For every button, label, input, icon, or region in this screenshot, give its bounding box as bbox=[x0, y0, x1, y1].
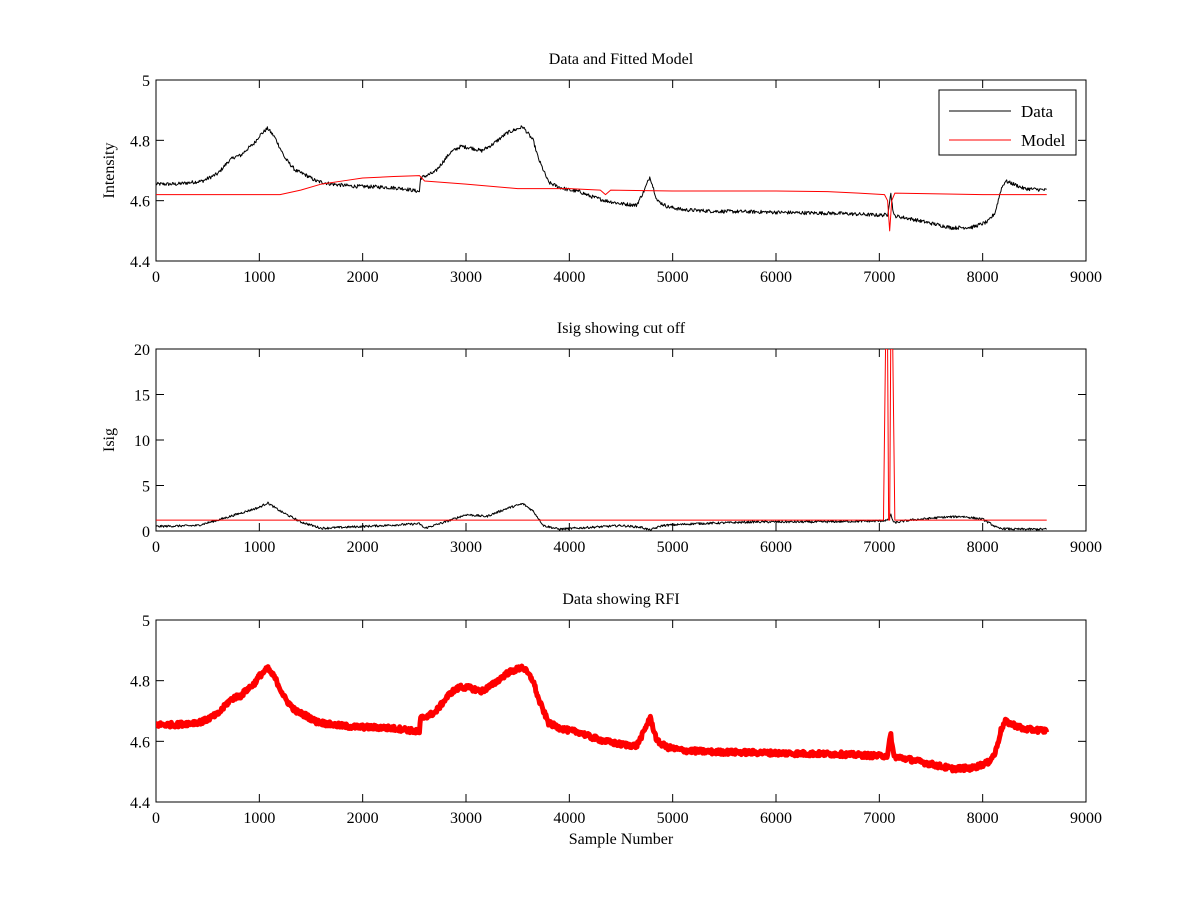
y-tick-label: 5 bbox=[142, 479, 150, 496]
x-tick-label: 5000 bbox=[657, 539, 689, 556]
chart-title: Isig showing cut off bbox=[557, 320, 686, 337]
y-tick-label: 4.4 bbox=[130, 254, 150, 271]
y-axis-label: Isig bbox=[101, 428, 118, 452]
legend-label-data: Data bbox=[1021, 102, 1054, 121]
x-tick-label: 0 bbox=[152, 269, 160, 286]
series-line-data bbox=[156, 125, 1047, 231]
legend-label-model: Model bbox=[1021, 131, 1066, 150]
y-tick-label: 20 bbox=[134, 342, 150, 359]
x-tick-label: 8000 bbox=[967, 269, 999, 286]
x-tick-label: 8000 bbox=[967, 539, 999, 556]
x-tick-label: 1000 bbox=[243, 269, 275, 286]
chart-title: Data showing RFI bbox=[562, 591, 679, 608]
y-tick-label: 4.8 bbox=[130, 133, 150, 150]
x-tick-label: 0 bbox=[152, 810, 160, 827]
y-tick-label: 4.8 bbox=[130, 674, 150, 691]
x-tick-label: 8000 bbox=[967, 810, 999, 827]
legend-box bbox=[938, 89, 1077, 156]
series-group bbox=[156, 349, 1047, 531]
x-tick-label: 7000 bbox=[863, 810, 895, 827]
x-tick-label: 2000 bbox=[347, 269, 379, 286]
x-tick-label: 9000 bbox=[1070, 539, 1102, 556]
chart-isig-showing-cut-off: Isig showing cut off Isig 0 1000 2000 3000 4… bbox=[101, 320, 1102, 556]
x-tick-label: 6000 bbox=[760, 539, 792, 556]
y-axis-label: Intensity bbox=[101, 143, 118, 199]
x-tick-label: 5000 bbox=[657, 810, 689, 827]
x-tick-label: 5000 bbox=[657, 269, 689, 286]
x-tick-label: 6000 bbox=[760, 810, 792, 827]
x-tick-label: 2000 bbox=[347, 539, 379, 556]
x-tick-label: 3000 bbox=[450, 269, 482, 286]
x-tick-label: 1000 bbox=[243, 810, 275, 827]
x-tick-label: 6000 bbox=[760, 269, 792, 286]
series-line-data bbox=[156, 663, 1050, 774]
x-tick-label: 4000 bbox=[553, 269, 585, 286]
y-tick-label: 5 bbox=[142, 73, 150, 90]
y-tick-label: 15 bbox=[134, 388, 150, 405]
x-tick-label: 9000 bbox=[1070, 269, 1102, 286]
series-group bbox=[156, 125, 1047, 232]
chart-title: Data and Fitted Model bbox=[549, 51, 694, 68]
legend: Data Model bbox=[938, 89, 1077, 156]
y-tick-label: 4.6 bbox=[130, 734, 150, 751]
y-tick-label: 4.4 bbox=[130, 795, 150, 812]
x-axis-label: Sample Number bbox=[569, 831, 674, 848]
x-tick-label: 4000 bbox=[553, 539, 585, 556]
series-group bbox=[156, 663, 1050, 774]
x-tick-label: 4000 bbox=[553, 810, 585, 827]
chart-data-showing-rfi: Data showing RFI Sample Number 0 1000 2000… bbox=[130, 591, 1102, 848]
x-tick-label: 9000 bbox=[1070, 810, 1102, 827]
x-tick-label: 0 bbox=[152, 539, 160, 556]
x-tick-label: 3000 bbox=[450, 810, 482, 827]
x-tick-label: 2000 bbox=[347, 810, 379, 827]
series-line-cutoff bbox=[156, 349, 1047, 521]
axes-frame bbox=[155, 619, 1087, 803]
series-line-isig bbox=[156, 501, 1047, 531]
x-tick-label: 7000 bbox=[863, 269, 895, 286]
y-tick-label: 0 bbox=[142, 524, 150, 541]
y-tick-label: 5 bbox=[142, 613, 150, 630]
axes-frame bbox=[155, 79, 1087, 262]
x-tick-label: 3000 bbox=[450, 539, 482, 556]
y-tick-label: 4.6 bbox=[130, 194, 150, 211]
series-line-model bbox=[156, 175, 1047, 232]
y-tick-label: 10 bbox=[134, 433, 150, 450]
x-tick-label: 1000 bbox=[243, 539, 275, 556]
x-tick-label: 7000 bbox=[863, 539, 895, 556]
chart-data-and-fitted-model: Data and Fitted Model Intensity Data Mod… bbox=[101, 51, 1102, 286]
